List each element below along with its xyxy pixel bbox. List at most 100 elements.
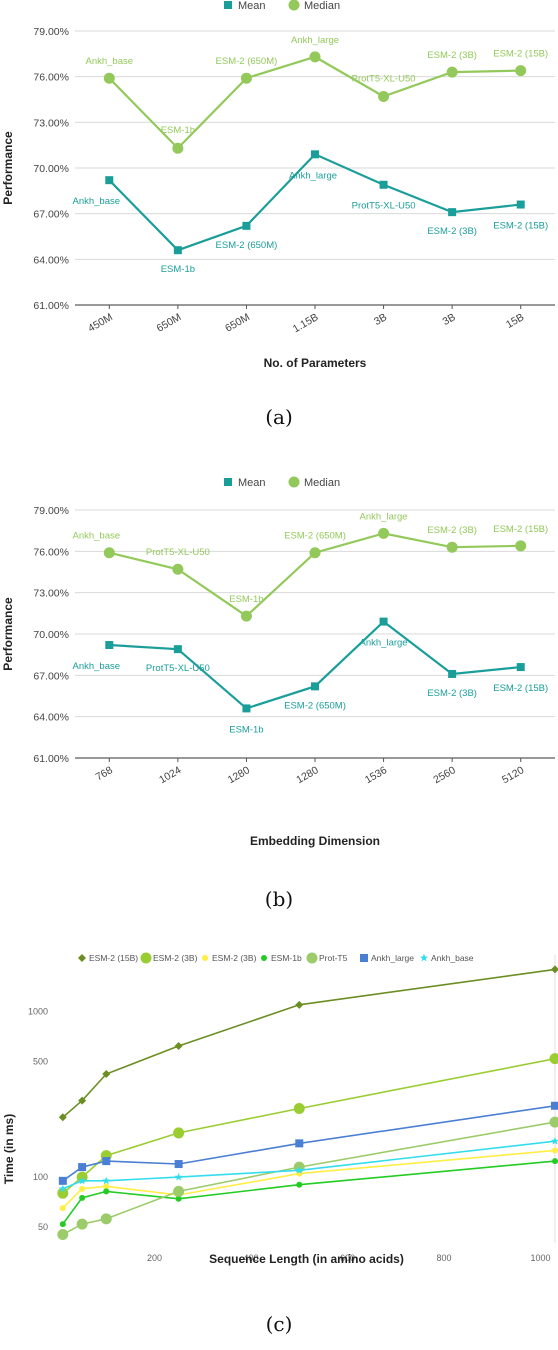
- data-label: ESM-2 (15B): [493, 524, 548, 535]
- data-point: [58, 1176, 67, 1185]
- legend-label: Prot-T5: [319, 953, 348, 963]
- x-tick-label: 3B: [441, 311, 458, 328]
- legend-marker: [140, 952, 152, 964]
- data-point: [448, 669, 457, 678]
- data-point: [551, 1137, 558, 1145]
- data-point: [309, 51, 321, 63]
- legend-marker: [360, 954, 368, 962]
- data-point: [295, 1139, 304, 1148]
- legend-marker: [288, 0, 300, 11]
- data-point: [173, 645, 182, 654]
- data-point: [552, 1158, 558, 1165]
- caption-a: (a): [265, 405, 293, 429]
- data-label: Ankh_large: [291, 35, 339, 46]
- chart-a: 61.00% 64.00% 67.00% 70.00% 73.00% 76.00% 79.0…: [1, 0, 555, 370]
- data-label: ESM-2 (15B): [493, 683, 548, 694]
- y-tick-label: 61.00%: [33, 753, 69, 765]
- legend-label: Median: [304, 477, 340, 489]
- legend-marker: [224, 1, 232, 9]
- data-point: [311, 682, 319, 691]
- x-tick-label: 800: [437, 1253, 452, 1263]
- data-point: [174, 1172, 183, 1181]
- data-point: [103, 1188, 110, 1195]
- y-tick-label: 70.00%: [33, 629, 69, 641]
- data-label: ESM-2 (3B): [427, 525, 477, 536]
- y-tick-label: 67.00%: [33, 670, 69, 682]
- data-point: [379, 617, 388, 626]
- y-tick-label: 73.00%: [33, 588, 69, 600]
- y-tick-label: 500: [33, 1056, 48, 1066]
- data-point: [295, 1000, 304, 1009]
- legend-label: Median: [304, 0, 340, 12]
- chart-c: 50 100 500 1000 200 400 600 800 1000 Sequence Len…: [2, 952, 558, 1266]
- y-tick-label: 73.00%: [33, 117, 69, 129]
- data-point: [102, 1157, 111, 1166]
- x-tick-label: 1024: [157, 764, 183, 786]
- y-tick-label: 79.00%: [33, 26, 69, 38]
- series-line: [62, 1160, 556, 1225]
- data-point: [448, 208, 457, 217]
- data-label: Ankh_base: [73, 661, 121, 672]
- data-label: ESM-1b: [229, 594, 263, 605]
- data-point: [515, 65, 527, 77]
- data-label: ProtT5-XL-U50: [146, 547, 210, 558]
- x-tick-label: 1536: [363, 764, 389, 786]
- data-label: ESM-2 (3B): [427, 50, 477, 61]
- data-point: [172, 142, 184, 154]
- data-label: ESM-2 (15B): [493, 221, 548, 232]
- data-point: [309, 547, 321, 559]
- y-tick-label: 70.00%: [33, 163, 69, 175]
- legend-label: Mean: [238, 477, 266, 489]
- data-point: [173, 1127, 185, 1139]
- data-label: Ankh_large: [289, 170, 337, 181]
- x-tick-label: 2560: [431, 764, 457, 786]
- legend-label: Ankh_large: [371, 953, 414, 963]
- legend-marker: [224, 478, 232, 486]
- data-point: [293, 1102, 305, 1114]
- data-point: [57, 1187, 69, 1199]
- data-point: [515, 540, 527, 552]
- x-tick-label: 15B: [504, 311, 526, 331]
- data-point: [240, 72, 252, 84]
- data-point: [79, 1185, 86, 1192]
- data-point: [105, 176, 114, 185]
- legend-marker: [202, 955, 208, 961]
- data-point: [100, 1213, 112, 1225]
- data-point: [105, 641, 114, 650]
- data-point: [446, 541, 458, 553]
- series-line-median: [109, 532, 521, 618]
- data-point: [59, 1205, 66, 1212]
- data-point: [103, 72, 115, 84]
- data-point: [102, 1176, 111, 1185]
- data-label: Ankh_large: [360, 511, 408, 522]
- x-tick-label: 1.15B: [291, 311, 321, 335]
- data-label: ESM-2 (650M): [216, 56, 278, 67]
- y-tick-label: 64.00%: [33, 712, 69, 724]
- legend-label: ESM-2 (15B): [89, 953, 138, 963]
- legend-label: ESM-1b: [271, 953, 302, 963]
- data-point: [78, 1176, 87, 1185]
- caption-b: (b): [264, 887, 294, 911]
- y-axis-title: Time (in ms): [2, 1114, 16, 1184]
- data-label: ESM-2 (15B): [493, 49, 548, 60]
- x-tick-label: 1000: [531, 1253, 551, 1263]
- x-tick-label: 400: [243, 1253, 258, 1263]
- data-label: ESM-1b: [161, 125, 195, 136]
- legend-marker: [261, 955, 267, 961]
- data-label: Ankh_base: [73, 531, 121, 542]
- y-tick-label: 100: [33, 1172, 48, 1182]
- series-line: [62, 1149, 556, 1209]
- legend-marker: [288, 476, 300, 488]
- data-point: [552, 1147, 558, 1154]
- x-tick-label: 650M: [223, 311, 252, 335]
- x-tick-label: 650M: [155, 311, 184, 335]
- data-point: [516, 663, 525, 672]
- data-point: [173, 246, 182, 255]
- data-point: [379, 180, 388, 189]
- y-axis-title: Performance: [1, 597, 15, 671]
- x-tick-label: 600: [340, 1253, 355, 1263]
- data-point: [551, 1101, 558, 1110]
- data-point: [76, 1218, 88, 1230]
- x-tick-label: 1280: [226, 764, 252, 786]
- x-axis-title: Sequence Length (in amino acids): [209, 1252, 404, 1266]
